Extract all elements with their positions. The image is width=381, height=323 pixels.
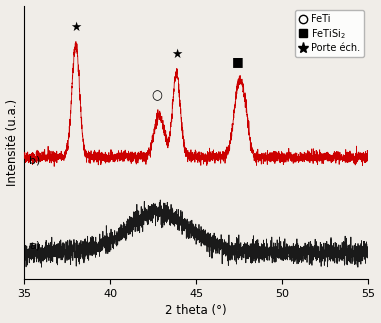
Legend: FeTi, FeTiSi$_2$, Porte éch.: FeTi, FeTiSi$_2$, Porte éch.	[295, 10, 363, 57]
X-axis label: 2 theta (°): 2 theta (°)	[165, 305, 227, 318]
Text: b): b)	[29, 155, 41, 165]
Text: ■: ■	[232, 55, 243, 68]
Text: ★: ★	[171, 48, 182, 61]
Text: a): a)	[29, 241, 40, 251]
Text: ○: ○	[151, 89, 162, 102]
Text: ★: ★	[70, 21, 82, 34]
Y-axis label: Intensité (u.a.): Intensité (u.a.)	[6, 99, 19, 186]
